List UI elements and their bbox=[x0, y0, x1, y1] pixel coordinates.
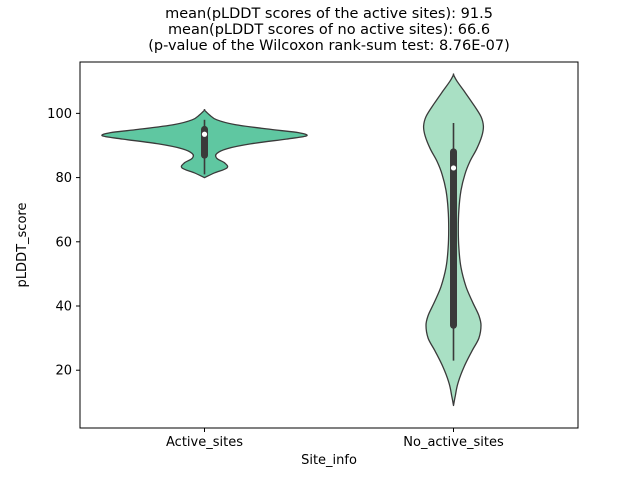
title-line-1: mean(pLDDT scores of the active sites): … bbox=[165, 6, 493, 22]
y-tick-label: 20 bbox=[55, 364, 72, 379]
y-tick-label: 40 bbox=[55, 300, 72, 315]
violin-median-dot-0 bbox=[201, 131, 208, 137]
title-line-2: mean(pLDDT scores of no active sites): 6… bbox=[167, 22, 491, 38]
violin-median-dot-1 bbox=[450, 165, 457, 171]
x-tick-label: No_active_sites bbox=[403, 435, 504, 450]
axes-spines bbox=[79, 61, 579, 429]
y-tick-label: 80 bbox=[55, 171, 72, 186]
chart-title: mean(pLDDT scores of the active sites): … bbox=[148, 6, 509, 54]
x-tick-label: Active_sites bbox=[166, 435, 243, 450]
x-axis-label: Site_info bbox=[301, 453, 357, 468]
y-axis-label: pLDDT_score bbox=[15, 203, 30, 288]
title-line-3: (p-value of the Wilcoxon rank-sum test: … bbox=[148, 38, 510, 54]
y-tick-label: 60 bbox=[55, 235, 72, 250]
y-tick-label: 100 bbox=[47, 107, 72, 122]
